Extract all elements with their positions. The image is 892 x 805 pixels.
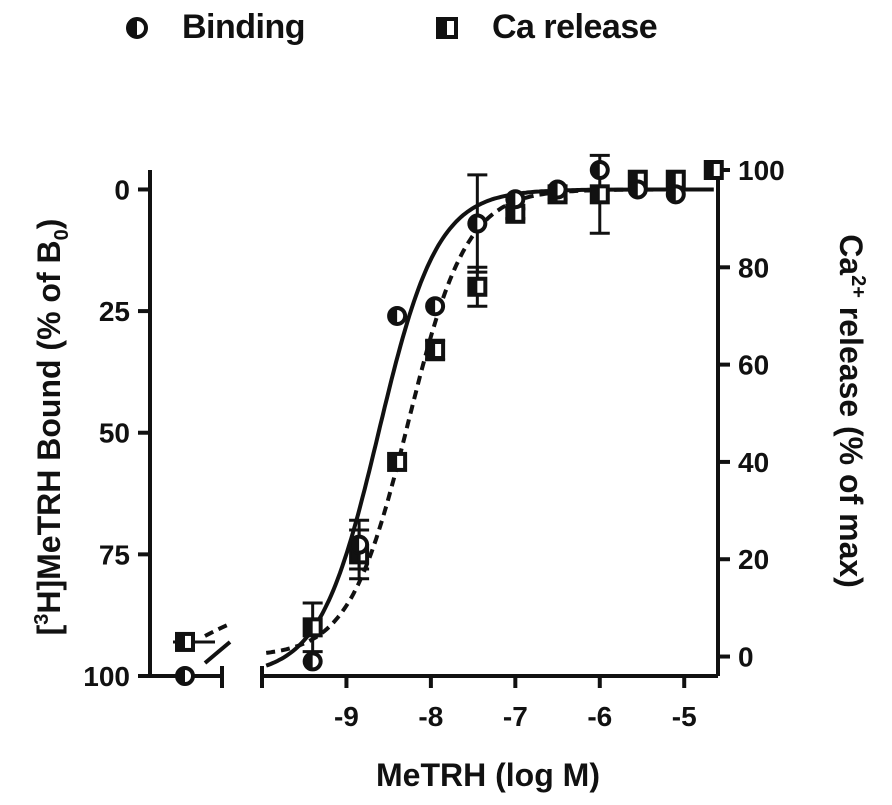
binding-fit-curve: [265, 187, 714, 668]
ca-release-point-fill: [507, 205, 516, 222]
binding-point: [302, 651, 323, 672]
ca-release-point-fill: [351, 546, 360, 563]
y-left-tick-label: 75: [99, 539, 130, 570]
legend: Binding Ca release: [0, 8, 892, 52]
y-left-tick-label: 100: [83, 661, 130, 692]
y-right-tick-label: 40: [738, 447, 769, 478]
binding-point: [547, 179, 568, 200]
x-tick-label: -8: [418, 701, 443, 732]
ca-release-point: [703, 160, 724, 180]
ca-release-point-fill: [427, 342, 436, 359]
y-left-tick-label: 50: [99, 418, 130, 449]
binding-point-fill: [507, 191, 516, 208]
binding-point: [665, 184, 686, 205]
y-left-tick-label: 0: [114, 174, 130, 205]
ca-release-fit-curve: [265, 187, 714, 655]
binding-point-fill: [469, 215, 478, 232]
binding-point-fill: [351, 536, 360, 553]
ca-release-fit-break-fragment: [204, 621, 233, 638]
ca-release-point-fill: [705, 162, 714, 178]
binding-point: [589, 160, 610, 180]
ca-release-point: [175, 631, 195, 652]
legend-label-binding: Binding: [182, 8, 306, 46]
y-right-tick-label: 80: [738, 252, 769, 283]
binding-point-fill: [667, 186, 676, 203]
binding-point-fill: [304, 653, 313, 670]
ca-release-point-fill: [629, 171, 638, 188]
legend-item-ca-release: Ca release: [432, 8, 658, 47]
binding-point-fill: [389, 307, 398, 324]
binding-point: [505, 189, 526, 210]
circle-marker-icon: [126, 16, 148, 39]
x-axis-label: MeTRH (log M): [376, 757, 600, 793]
binding-point: [387, 305, 408, 326]
ca-release-point-fill: [591, 186, 600, 203]
ca-release-point: [387, 451, 408, 472]
binding-point-fill: [427, 298, 436, 315]
x-tick-label: -5: [672, 701, 697, 732]
legend-item-binding: Binding: [122, 8, 306, 47]
ca-release-point-fill: [389, 453, 398, 470]
binding-point: [425, 296, 446, 317]
binding-point-fill: [177, 668, 185, 684]
legend-label-ca-release: Ca release: [492, 8, 658, 46]
x-tick-label: -9: [334, 701, 359, 732]
ca-release-point-fill: [177, 633, 185, 650]
ca-release-point: [302, 617, 323, 638]
binding-point: [627, 179, 648, 200]
x-tick-label: -7: [503, 701, 528, 732]
y-right-tick-label: 20: [738, 544, 769, 575]
ca-release-point-fill: [469, 278, 478, 295]
y-axis-right-label: Ca2+ release (% of max): [833, 234, 869, 588]
binding-point-fill: [549, 181, 558, 198]
y-left-tick-label: 25: [99, 296, 130, 327]
ca-release-point: [425, 340, 446, 361]
ca-release-point-fill: [667, 171, 676, 188]
binding-fit-break-fragment: [203, 640, 232, 665]
y-right-tick-label: 60: [738, 350, 769, 381]
ca-release-point: [589, 184, 610, 205]
y-axis-left-label: [3H]MeTRH Bound (% of B0): [31, 219, 73, 636]
binding-point: [349, 534, 370, 555]
y-right-tick-label: 0: [738, 642, 754, 673]
ca-release-point-fill: [304, 619, 313, 636]
binding-point: [175, 666, 195, 686]
x-tick-label: -6: [587, 701, 612, 732]
binding-point: [467, 213, 488, 234]
y-right-tick-label: 100: [738, 155, 785, 186]
binding-point-fill: [629, 181, 638, 198]
binding-point-fill: [591, 162, 600, 178]
square-marker-icon: [436, 16, 458, 39]
ca-release-point: [467, 276, 488, 297]
